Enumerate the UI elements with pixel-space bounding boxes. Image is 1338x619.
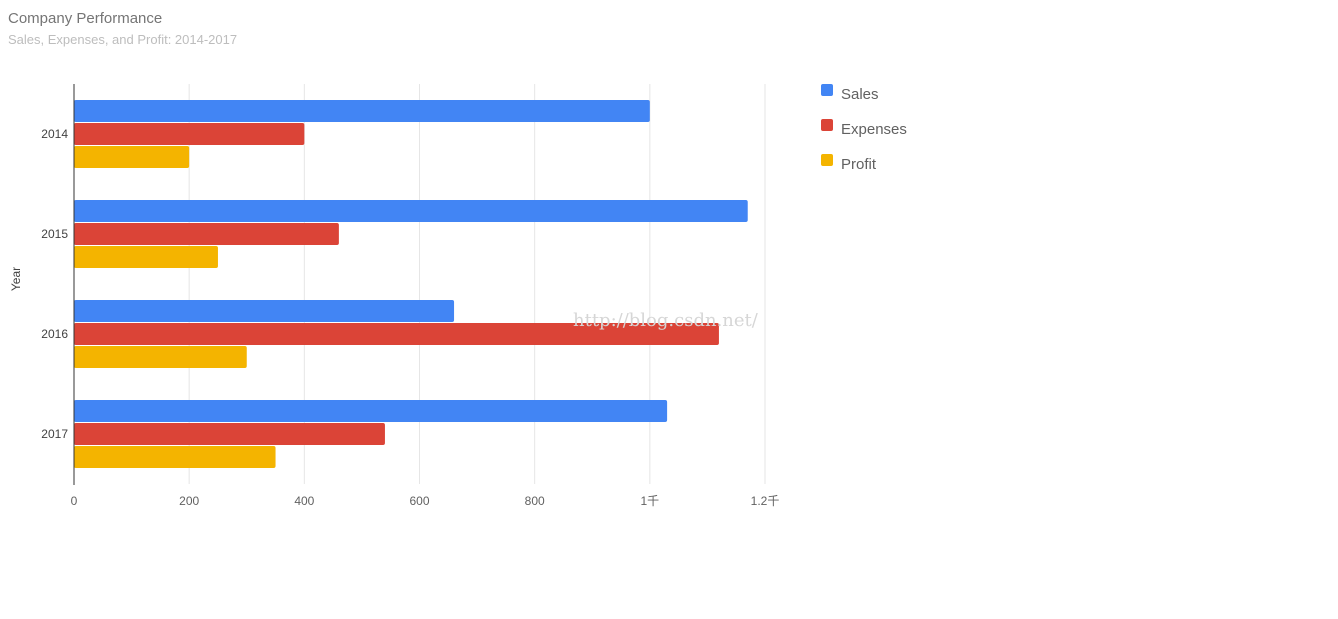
x-tick-label: 800 (525, 494, 545, 508)
bar-profit-2014[interactable] (74, 146, 190, 168)
bar-expenses-2014[interactable] (74, 123, 305, 145)
legend-swatch-profit[interactable] (821, 154, 833, 166)
bar-profit-2016[interactable] (74, 346, 247, 368)
legend-label-sales[interactable]: Sales (841, 86, 879, 103)
x-tick-label: 0 (71, 494, 78, 508)
x-tick-label: 1.2千 (751, 494, 780, 508)
category-label: 2016 (41, 327, 68, 341)
y-axis-title: Year (9, 267, 23, 291)
bar-sales-2017[interactable] (74, 400, 668, 422)
x-tick-label: 400 (294, 494, 314, 508)
bar-expenses-2015[interactable] (74, 223, 339, 245)
legend-swatch-expenses[interactable] (821, 119, 833, 131)
bar-sales-2015[interactable] (74, 200, 748, 222)
legend-swatch-sales[interactable] (821, 84, 833, 96)
bars (74, 100, 748, 468)
chart-subtitle: Sales, Expenses, and Profit: 2014-2017 (8, 32, 237, 47)
legend[interactable]: Sales Expenses Profit (821, 84, 907, 173)
bar-expenses-2016[interactable] (74, 323, 719, 345)
chart-title: Company Performance (8, 10, 162, 27)
bar-profit-2015[interactable] (74, 246, 218, 268)
category-label: 2014 (41, 127, 68, 141)
bar-profit-2017[interactable] (74, 446, 276, 468)
y-axis-categories: 2014 2015 2016 2017 (41, 127, 68, 441)
x-axis-ticks: 0 200 400 600 800 1千 1.2千 (71, 494, 780, 508)
x-tick-label: 1千 (640, 494, 659, 508)
x-tick-label: 200 (179, 494, 199, 508)
legend-label-expenses[interactable]: Expenses (841, 121, 907, 138)
category-label: 2015 (41, 227, 68, 241)
bar-sales-2016[interactable] (74, 300, 455, 322)
watermark: http://blog.csdn.net/ (573, 310, 759, 331)
bar-sales-2014[interactable] (74, 100, 650, 122)
bar-expenses-2017[interactable] (74, 423, 385, 445)
legend-label-profit[interactable]: Profit (841, 156, 877, 173)
category-label: 2017 (41, 427, 68, 441)
x-tick-label: 600 (409, 494, 429, 508)
